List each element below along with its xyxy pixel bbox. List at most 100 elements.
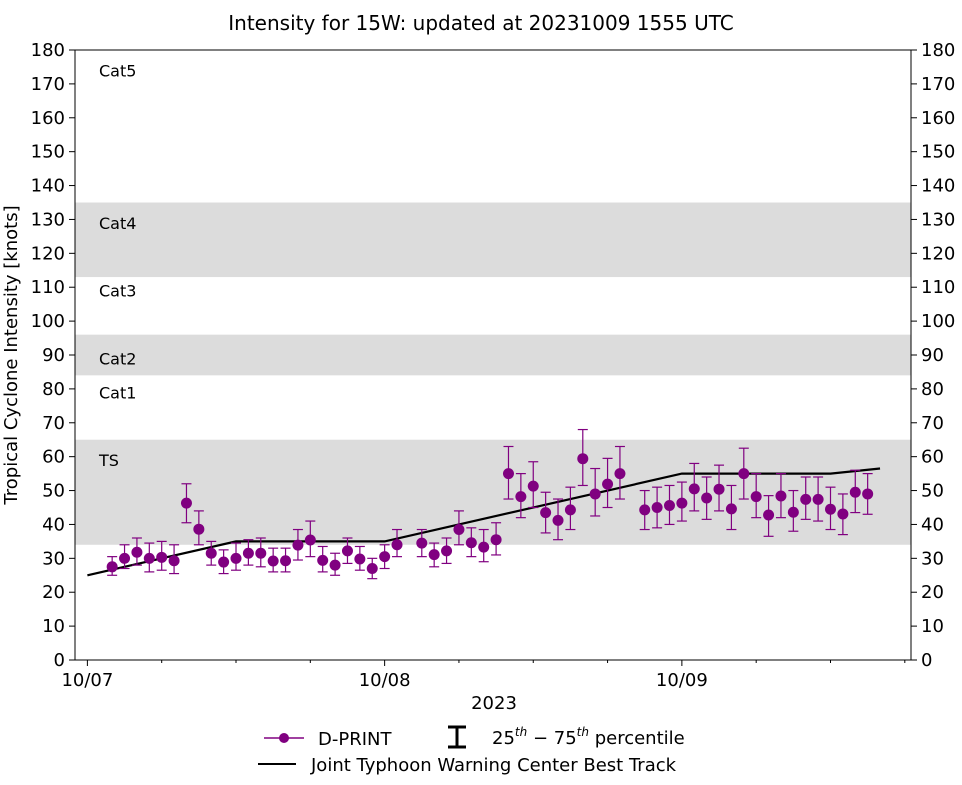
dprint-point xyxy=(837,508,849,520)
dprint-point xyxy=(453,524,465,536)
dprint-point xyxy=(391,539,403,551)
band-label-cat3: Cat3 xyxy=(99,282,136,301)
dprint-point xyxy=(490,534,502,546)
chart-title: Intensity for 15W: updated at 20231009 1… xyxy=(228,11,733,35)
y-tick-label-right: 20 xyxy=(921,582,944,603)
dprint-point xyxy=(366,563,378,574)
dprint-point xyxy=(304,534,316,546)
dprint-point xyxy=(168,555,180,567)
y-tick-label-left: 30 xyxy=(42,548,65,569)
legend-dprint-label: D-PRINT xyxy=(318,729,392,750)
x-tick-label: 10/07 xyxy=(61,670,113,691)
dprint-point xyxy=(242,547,254,559)
y-tick-label-left: 100 xyxy=(31,311,65,332)
y-tick-label-right: 140 xyxy=(921,176,955,197)
dprint-point xyxy=(800,493,812,505)
y-tick-label-left: 130 xyxy=(31,209,65,230)
band-label-cat5: Cat5 xyxy=(99,61,136,80)
axis-ticks: 0 0 10 10 20 20 30 30 40 40 50 50 60 60 70 70 80 80 90 90 10… xyxy=(31,40,956,691)
y-tick-label-right: 40 xyxy=(921,514,944,535)
y-tick-label-right: 70 xyxy=(921,413,944,434)
dprint-point xyxy=(416,537,428,549)
dprint-point xyxy=(292,539,304,551)
dprint-point xyxy=(577,453,589,465)
y-tick-label-left: 140 xyxy=(31,176,65,197)
band-cat2 xyxy=(75,334,911,376)
y-tick-label-left: 10 xyxy=(42,616,65,637)
dprint-point xyxy=(317,554,329,566)
dprint-point xyxy=(750,491,762,503)
dprint-point xyxy=(688,483,700,495)
dprint-point xyxy=(540,507,552,519)
y-tick-label-left: 170 xyxy=(31,74,65,95)
dprint-point xyxy=(862,488,874,500)
dprint-point xyxy=(849,486,861,498)
dprint-point xyxy=(441,545,453,557)
dprint-point xyxy=(602,478,614,490)
band-ts xyxy=(75,439,911,545)
dprint-point xyxy=(552,514,564,526)
dprint-point xyxy=(676,497,688,509)
dprint-point xyxy=(564,504,576,516)
dprint-point xyxy=(143,552,155,564)
dprint-point xyxy=(379,551,391,563)
legend-dprint-marker xyxy=(279,733,289,743)
dprint-point xyxy=(589,488,601,500)
dprint-point xyxy=(763,509,775,521)
dprint-point xyxy=(713,483,725,495)
dprint-point xyxy=(812,493,824,505)
y-tick-label-left: 80 xyxy=(42,379,65,400)
dprint-point xyxy=(651,502,663,513)
dprint-point xyxy=(329,559,341,571)
y-tick-label-left: 40 xyxy=(42,514,65,535)
y-tick-label-right: 120 xyxy=(921,243,955,264)
y-tick-label-left: 70 xyxy=(42,413,65,434)
band-label-cat2: Cat2 xyxy=(99,349,136,368)
y-axis-label: Tropical Cyclone Intensity [knots] xyxy=(1,205,22,505)
y-tick-label-left: 180 xyxy=(31,40,65,61)
y-tick-label-right: 10 xyxy=(921,616,944,637)
y-tick-label-right: 30 xyxy=(921,548,944,569)
y-tick-label-right: 100 xyxy=(921,311,955,332)
y-tick-label-left: 160 xyxy=(31,108,65,129)
dprint-point xyxy=(787,506,799,518)
x-tick-label: 10/09 xyxy=(656,670,708,691)
y-tick-label-left: 0 xyxy=(54,650,65,671)
y-tick-label-right: 150 xyxy=(921,142,955,163)
category-bands xyxy=(75,202,911,545)
band-label-cat4: Cat4 xyxy=(99,214,136,233)
dprint-point xyxy=(824,503,836,515)
y-tick-label-right: 170 xyxy=(921,74,955,95)
y-tick-label-right: 110 xyxy=(921,277,955,298)
y-tick-label-right: 60 xyxy=(921,447,944,468)
dprint-point xyxy=(119,552,131,564)
dprint-point xyxy=(230,552,242,564)
dprint-point xyxy=(255,547,267,559)
dprint-point xyxy=(502,468,514,480)
y-tick-label-right: 0 xyxy=(921,650,932,671)
dprint-point xyxy=(131,546,143,558)
y-tick-label-left: 60 xyxy=(42,447,65,468)
y-tick-label-right: 90 xyxy=(921,345,944,366)
y-tick-label-right: 160 xyxy=(921,108,955,129)
dprint-point xyxy=(193,523,205,535)
dprint-point xyxy=(663,499,675,511)
dprint-point xyxy=(280,555,292,567)
dprint-point xyxy=(478,541,490,553)
y-tick-label-right: 80 xyxy=(921,379,944,400)
dprint-point xyxy=(218,556,230,568)
dprint-point xyxy=(515,491,527,503)
dprint-point xyxy=(267,555,279,567)
dprint-point xyxy=(106,561,118,573)
dprint-point xyxy=(701,492,713,504)
y-tick-label-left: 50 xyxy=(42,481,65,502)
dprint-point xyxy=(205,547,217,559)
dprint-point xyxy=(156,551,168,563)
y-tick-label-left: 110 xyxy=(31,277,65,298)
y-tick-label-left: 120 xyxy=(31,243,65,264)
dprint-point xyxy=(527,480,539,492)
dprint-point xyxy=(180,497,192,509)
dprint-point xyxy=(428,549,440,561)
dprint-points xyxy=(106,453,874,574)
